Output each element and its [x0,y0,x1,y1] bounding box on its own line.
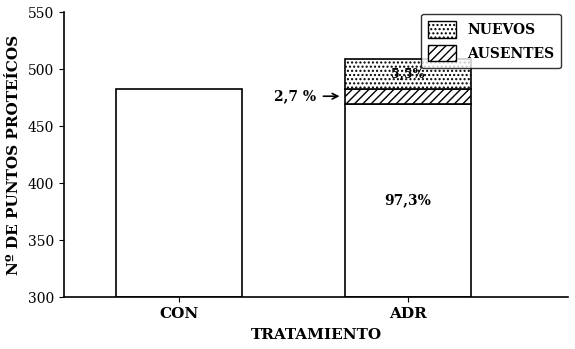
Text: 97,3%: 97,3% [384,193,431,208]
Text: 2,7 %: 2,7 % [274,89,316,103]
Legend: NUEVOS, AUSENTES: NUEVOS, AUSENTES [421,14,561,68]
X-axis label: TRATAMIENTO: TRATAMIENTO [251,328,382,342]
Bar [344,104,471,297]
Bar [344,59,471,89]
Bar [344,89,471,104]
Text: 5,5%: 5,5% [391,67,424,81]
Y-axis label: Nº DE PUNTOS PROTEÍCOS: Nº DE PUNTOS PROTEÍCOS [7,35,21,275]
Bar [116,89,242,297]
